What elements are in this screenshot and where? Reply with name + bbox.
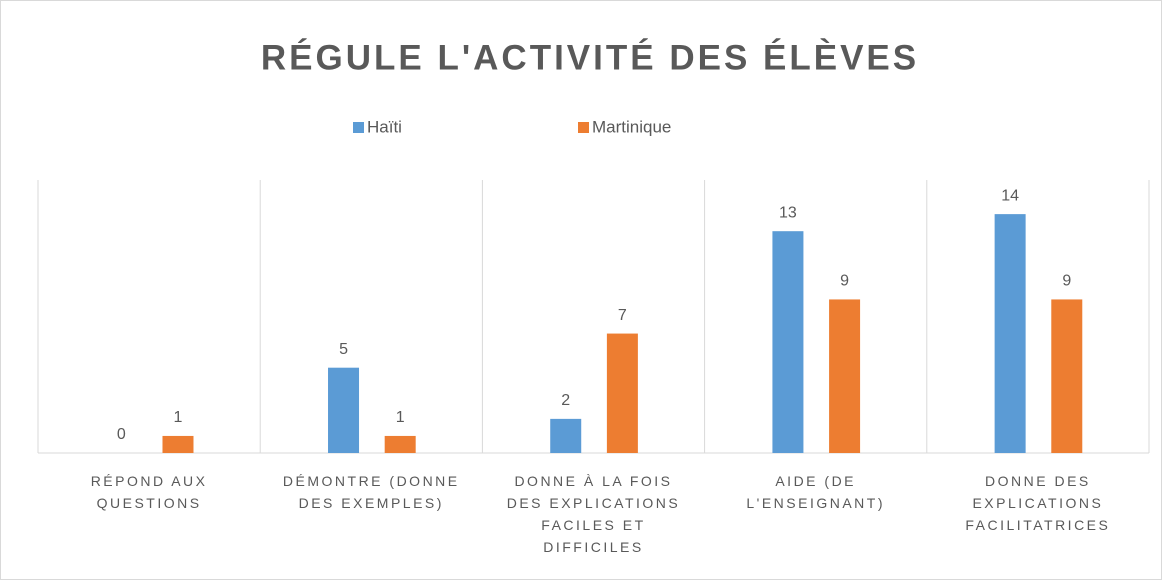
legend-swatch [578,122,589,133]
bar [772,231,804,453]
bar [162,435,194,453]
value-label: 0 [117,426,126,443]
value-label: 9 [1062,273,1071,290]
value-label: 1 [396,409,405,426]
x-tick-label: DONNE DES EXPLICATIONS FACILITATRICES [965,473,1111,533]
legend-swatch [353,122,364,133]
bar [1051,299,1083,453]
bar [829,299,861,453]
legend-label: Haïti [367,117,402,136]
value-label: 9 [840,273,849,290]
x-tick-label: RÉPOND AUX QUESTIONS [90,473,208,511]
value-label: 13 [779,204,797,221]
value-label: 14 [1001,187,1019,204]
bar [994,214,1026,453]
chart-title: RÉGULE L'ACTIVITÉ DES ÉLÈVES [261,37,919,77]
bar [550,418,582,453]
value-label: 2 [561,392,570,409]
x-tick-label: AIDE (DE L'ENSEIGNANT) [746,473,885,511]
x-tick-label: DÉMONTRE (DONNE DES EXEMPLES) [282,473,460,511]
bar [384,435,416,453]
x-tick-label: DONNE À LA FOIS DES EXPLICATIONS FACILES… [506,473,681,555]
value-label: 7 [618,307,627,324]
value-label: 1 [174,409,183,426]
value-label: 5 [339,341,348,358]
bar [328,367,360,453]
legend-label: Martinique [592,117,671,136]
bar [606,333,638,453]
